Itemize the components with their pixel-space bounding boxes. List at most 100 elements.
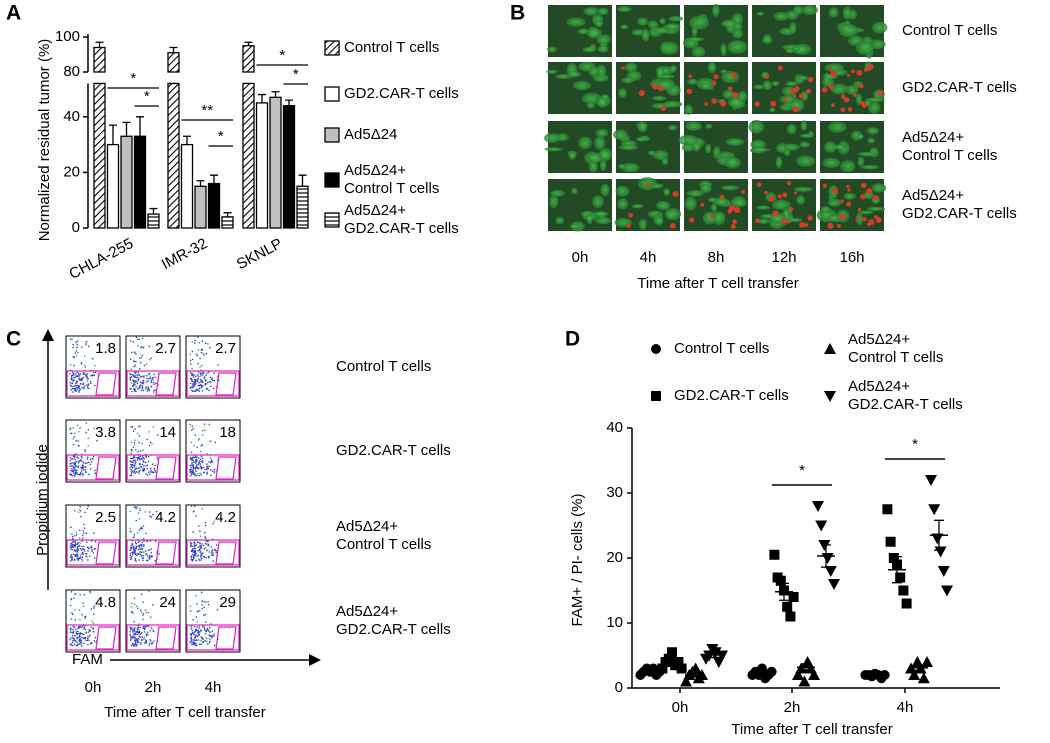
data-point: [676, 663, 687, 674]
data-point: [792, 669, 804, 680]
event: [87, 639, 90, 641]
gate-percentage: 4.2: [215, 509, 236, 526]
event: [192, 632, 194, 635]
event: [201, 381, 204, 384]
event: [148, 431, 150, 433]
y-tick-label: 0: [615, 679, 623, 696]
error-bar: [169, 46, 178, 53]
event: [81, 560, 84, 562]
event: [78, 537, 81, 539]
event: [204, 629, 207, 632]
event: [77, 384, 80, 387]
cell: [636, 137, 645, 142]
error-bar: [210, 174, 218, 184]
event: [90, 547, 93, 549]
event: [72, 465, 75, 468]
event: [200, 643, 202, 646]
panel-label: D: [565, 328, 580, 351]
event: [71, 382, 73, 385]
event: [89, 629, 92, 632]
cell: [843, 192, 857, 200]
event: [156, 434, 159, 436]
event: [88, 636, 90, 638]
event: [200, 351, 203, 354]
event: [135, 645, 138, 647]
event: [134, 460, 136, 462]
cell: [660, 41, 679, 55]
event: [192, 385, 194, 388]
event: [75, 631, 78, 633]
cell: [866, 127, 880, 135]
event: [129, 358, 132, 360]
event: [139, 509, 141, 512]
event: [204, 537, 207, 539]
event: [146, 631, 149, 634]
cell: [615, 185, 630, 197]
event: [141, 387, 144, 390]
error-bar: [689, 672, 699, 678]
event: [151, 463, 154, 465]
event: [203, 628, 206, 630]
event: [136, 382, 139, 385]
event: [70, 458, 73, 460]
cell: [769, 107, 776, 113]
cell: [721, 185, 739, 191]
cell: [600, 94, 610, 100]
event: [137, 548, 140, 551]
x-axis-label: Time after T cell transfer: [637, 275, 798, 292]
event: [192, 466, 195, 469]
event: [144, 550, 147, 552]
event: [84, 466, 87, 468]
event: [73, 540, 76, 542]
event: [199, 465, 202, 467]
event: [195, 464, 198, 466]
dead-cell: [686, 88, 693, 95]
event: [87, 385, 89, 387]
event: [92, 455, 95, 458]
event: [213, 468, 216, 471]
event: [77, 430, 80, 433]
event: [198, 643, 201, 646]
event: [150, 357, 152, 360]
event: [84, 450, 87, 453]
event: [78, 374, 81, 376]
event: [86, 639, 89, 642]
event: [196, 446, 199, 448]
event: [150, 640, 152, 642]
cell: [592, 195, 604, 209]
event: [191, 549, 193, 552]
event: [72, 467, 75, 469]
event: [147, 611, 150, 614]
event: [138, 338, 141, 341]
x-tick-label: SKNLP: [234, 235, 285, 273]
cell: [578, 136, 593, 150]
event: [80, 558, 83, 560]
event: [130, 452, 132, 455]
event: [78, 509, 81, 511]
y-axis-label: FAM+ / PI- cells (%): [569, 494, 586, 627]
cell: [800, 120, 808, 131]
event: [135, 468, 137, 470]
event: [194, 642, 196, 644]
event: [197, 457, 200, 460]
cell: [681, 143, 695, 152]
error-bar: [122, 121, 131, 137]
event: [130, 465, 133, 468]
event: [190, 544, 192, 547]
event: [138, 635, 140, 637]
dead-cell: [669, 223, 676, 229]
event: [206, 463, 208, 465]
row-label: Ad5Δ24+ Control T cells: [902, 129, 997, 164]
data-point: [716, 650, 728, 662]
event: [133, 441, 136, 444]
event: [199, 450, 202, 453]
cell: [631, 204, 644, 209]
event: [193, 553, 196, 556]
event: [143, 458, 145, 460]
event: [201, 429, 204, 432]
event: [189, 468, 191, 471]
dead-cell: [830, 71, 837, 77]
event: [72, 537, 74, 540]
event: [92, 622, 95, 625]
gate-percentage: 14: [159, 424, 176, 441]
